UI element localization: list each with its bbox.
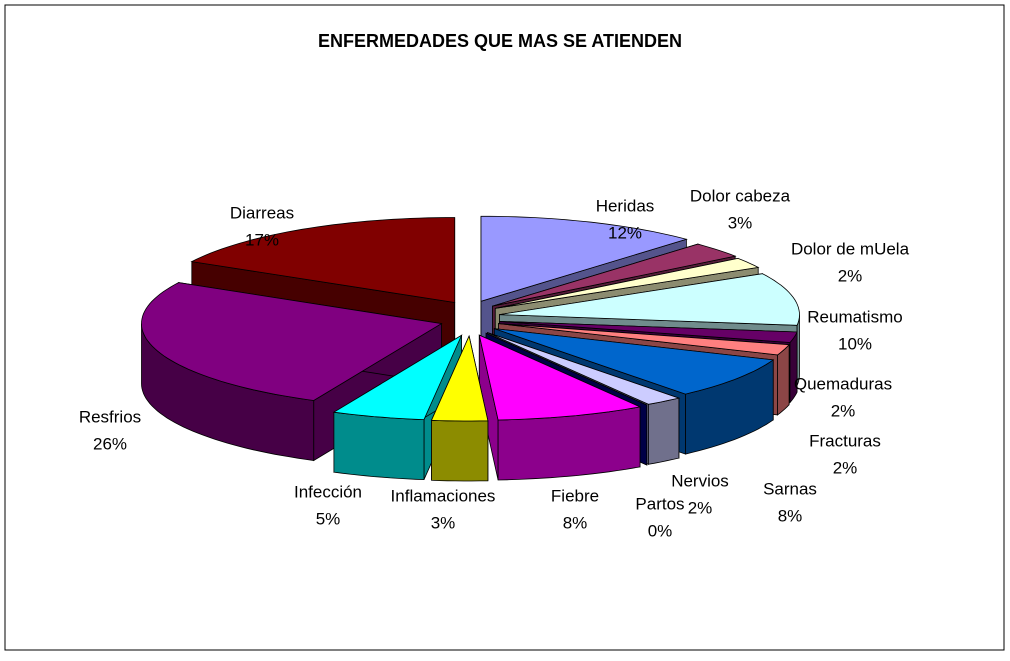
slice: [332, 334, 463, 421]
slice: [478, 334, 642, 421]
slice-value-label: 17%: [245, 230, 279, 249]
chart-title: ENFERMEDADES QUE MAS SE ATIENDEN: [318, 31, 682, 51]
slice-label: Resfrios: [79, 407, 141, 426]
slice-value-label: 3%: [728, 213, 753, 232]
slice-side: [333, 411, 425, 481]
slice: [494, 328, 775, 395]
pie: [141, 215, 800, 482]
slice-label: Nervios: [671, 471, 729, 490]
slice: [498, 323, 790, 356]
slice: [499, 321, 798, 343]
slice: [141, 282, 443, 401]
slice: [487, 332, 681, 405]
slice-label: Reumatismo: [807, 307, 902, 326]
slice-label: Dolor de mUela: [791, 239, 910, 258]
slice: [495, 257, 760, 309]
slice-value-label: 2%: [831, 401, 856, 420]
slice-label: Sarnas: [763, 479, 817, 498]
slice-value-label: 2%: [833, 458, 858, 477]
slice-label: Diarreas: [230, 203, 294, 222]
slice-label: Fiebre: [551, 486, 599, 505]
slice-side: [648, 397, 680, 465]
slice-value-label: 8%: [778, 506, 803, 525]
slice-value-label: 8%: [563, 513, 588, 532]
slice: [499, 273, 800, 326]
slice: [492, 243, 737, 307]
slice-value-label: 12%: [608, 223, 642, 242]
slice-value-label: 10%: [838, 334, 872, 353]
slice-label: Dolor cabeza: [690, 186, 791, 205]
slice-value-label: 2%: [688, 498, 713, 517]
slice-value-label: 26%: [93, 434, 127, 453]
slice: [485, 332, 647, 406]
slice: [480, 215, 688, 302]
slice-side: [431, 419, 489, 482]
slice-label: Heridas: [596, 196, 655, 215]
slice-label: Fracturas: [809, 431, 881, 450]
slice-value-label: 2%: [838, 266, 863, 285]
slice-label: Infección: [294, 482, 362, 501]
slice-value-label: 0%: [648, 521, 673, 540]
slice-label: Quemaduras: [794, 374, 892, 393]
labels: Heridas 12% Dolor cabeza 3% Dolor de mUela 2%…: [79, 186, 910, 540]
slice-value-label: 5%: [316, 509, 341, 528]
slice-label: Partos: [635, 494, 684, 513]
slice-label: Inflamaciones: [391, 486, 496, 505]
slice-value-label: 3%: [431, 513, 456, 532]
slice: [430, 334, 489, 422]
slice: [190, 217, 456, 303]
slice-side: [777, 343, 790, 416]
